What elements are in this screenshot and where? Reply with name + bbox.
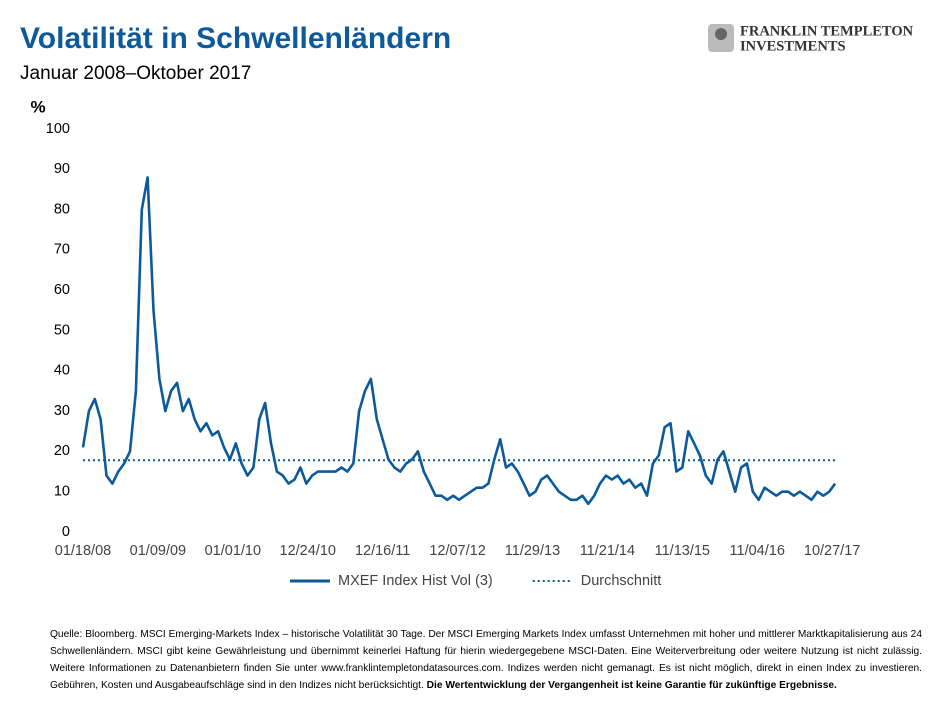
y-tick-label: 40	[54, 363, 70, 379]
data-line	[81, 176, 837, 506]
y-tick-label: 20	[54, 443, 70, 459]
y-tick-label: 50	[54, 322, 70, 338]
legend-label: MXEF Index Hist Vol (3)	[338, 573, 493, 589]
chart: Volatilität in Schwellenländern Januar 2…	[20, 22, 914, 589]
y-tick-label: 30	[54, 403, 70, 419]
x-tick-label: 01/18/08	[55, 543, 111, 559]
footnote-bold: Die Wertentwicklung der Vergangenheit is…	[426, 680, 837, 691]
chart-title: Volatilität in Schwellenländern	[20, 22, 451, 55]
x-tick-label: 11/13/15	[655, 543, 710, 559]
brand-line1: FRANKLIN TEMPLETON	[740, 23, 914, 39]
x-tick-label: 12/16/11	[355, 543, 410, 559]
footnote: Quelle: Bloomberg. MSCI Emerging-Markets…	[50, 626, 922, 694]
logo: FRANKLIN TEMPLETON INVESTMENTS	[708, 23, 914, 54]
footnote-text: Quelle: Bloomberg. MSCI Emerging-Markets…	[50, 629, 922, 691]
y-tick-label: 90	[54, 161, 70, 177]
chart-subtitle: Januar 2008–Oktober 2017	[20, 63, 251, 84]
y-tick-label: 0	[62, 524, 70, 540]
x-tick-label: 11/29/13	[505, 543, 560, 559]
legend-label: Durchschnitt	[581, 573, 662, 589]
x-tick-label: 11/04/16	[730, 543, 785, 559]
y-tick-label: 10	[54, 484, 70, 500]
x-tick-label: 01/09/09	[130, 543, 186, 559]
y-tick-label: 100	[46, 121, 70, 137]
x-tick-label: 12/24/10	[280, 543, 336, 559]
brand-line2: INVESTMENTS	[740, 38, 846, 54]
y-tick-label: 80	[54, 201, 70, 217]
y-tick-label: 60	[54, 282, 70, 298]
y-axis-label: %	[30, 97, 45, 116]
x-tick-label: 11/21/14	[580, 543, 635, 559]
y-tick-label: 70	[54, 242, 70, 258]
x-tick-label: 10/27/17	[804, 543, 860, 559]
x-tick-label: 01/01/10	[205, 543, 261, 559]
x-tick-label: 12/07/12	[429, 543, 485, 559]
logo-icon-face	[715, 28, 727, 40]
